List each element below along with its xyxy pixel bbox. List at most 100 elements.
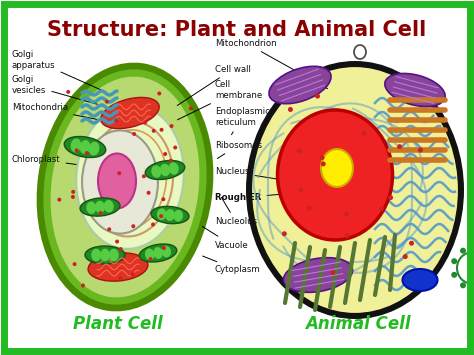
- Ellipse shape: [298, 187, 303, 192]
- Ellipse shape: [146, 191, 151, 195]
- Ellipse shape: [402, 269, 438, 291]
- Ellipse shape: [288, 107, 293, 112]
- Ellipse shape: [163, 152, 167, 156]
- Ellipse shape: [403, 254, 408, 259]
- Ellipse shape: [321, 149, 353, 187]
- Ellipse shape: [170, 124, 173, 128]
- Ellipse shape: [107, 227, 111, 231]
- Ellipse shape: [71, 190, 75, 194]
- Text: Mitochondrion: Mitochondrion: [215, 38, 328, 89]
- Ellipse shape: [157, 208, 166, 220]
- Ellipse shape: [362, 131, 366, 136]
- Ellipse shape: [80, 198, 120, 216]
- Ellipse shape: [71, 138, 81, 152]
- Ellipse shape: [451, 272, 457, 278]
- Ellipse shape: [319, 155, 325, 160]
- Ellipse shape: [131, 272, 135, 276]
- Ellipse shape: [80, 140, 91, 154]
- Ellipse shape: [119, 247, 123, 251]
- Ellipse shape: [66, 90, 70, 94]
- Ellipse shape: [345, 233, 349, 238]
- Ellipse shape: [148, 257, 153, 261]
- Ellipse shape: [344, 211, 349, 216]
- Ellipse shape: [36, 62, 213, 311]
- Ellipse shape: [142, 174, 146, 178]
- Ellipse shape: [143, 120, 147, 125]
- Ellipse shape: [451, 258, 457, 264]
- Ellipse shape: [109, 249, 119, 261]
- Ellipse shape: [315, 94, 320, 99]
- Text: Rough ER: Rough ER: [215, 193, 292, 202]
- Text: Chloroplast: Chloroplast: [12, 154, 77, 165]
- Ellipse shape: [283, 258, 353, 293]
- Ellipse shape: [51, 77, 200, 297]
- Ellipse shape: [250, 65, 460, 315]
- Text: Plant Cell: Plant Cell: [73, 315, 163, 333]
- Ellipse shape: [89, 142, 100, 155]
- Text: Golgi
vesicles: Golgi vesicles: [12, 75, 97, 104]
- Ellipse shape: [73, 262, 77, 266]
- Ellipse shape: [64, 137, 106, 158]
- Ellipse shape: [85, 151, 89, 155]
- Ellipse shape: [42, 67, 209, 306]
- Ellipse shape: [157, 92, 161, 95]
- Ellipse shape: [117, 171, 121, 175]
- Ellipse shape: [132, 132, 136, 136]
- Ellipse shape: [162, 246, 171, 257]
- Ellipse shape: [71, 195, 75, 199]
- Text: Vacuole: Vacuole: [202, 226, 249, 250]
- Ellipse shape: [81, 284, 85, 288]
- Ellipse shape: [169, 162, 179, 175]
- Text: Mitochondria: Mitochondria: [12, 104, 97, 119]
- Ellipse shape: [82, 130, 158, 234]
- Ellipse shape: [161, 197, 165, 201]
- Text: Ribosomes: Ribosomes: [215, 141, 262, 159]
- Ellipse shape: [118, 276, 122, 280]
- Ellipse shape: [115, 240, 119, 244]
- Ellipse shape: [85, 246, 125, 264]
- Text: Endoplasmic
reticulum: Endoplasmic reticulum: [215, 107, 270, 135]
- Ellipse shape: [101, 97, 159, 129]
- Ellipse shape: [91, 249, 101, 261]
- Ellipse shape: [460, 282, 466, 288]
- Ellipse shape: [379, 206, 384, 211]
- Ellipse shape: [162, 246, 166, 250]
- Ellipse shape: [139, 244, 177, 262]
- Ellipse shape: [100, 249, 110, 261]
- Ellipse shape: [57, 198, 61, 202]
- Ellipse shape: [418, 148, 423, 153]
- Ellipse shape: [131, 224, 135, 228]
- Text: Structure: Plant and Animal Cell: Structure: Plant and Animal Cell: [47, 20, 427, 40]
- Text: Cell wall: Cell wall: [177, 65, 251, 105]
- Ellipse shape: [397, 144, 402, 149]
- Ellipse shape: [277, 110, 392, 240]
- Ellipse shape: [160, 128, 164, 132]
- Text: Cytoplasm: Cytoplasm: [202, 256, 261, 274]
- Ellipse shape: [104, 200, 114, 213]
- Ellipse shape: [189, 106, 193, 110]
- Ellipse shape: [74, 148, 79, 152]
- Ellipse shape: [173, 146, 177, 149]
- Text: Nucleus: Nucleus: [215, 168, 287, 181]
- Ellipse shape: [388, 195, 393, 200]
- Ellipse shape: [145, 160, 185, 180]
- Ellipse shape: [173, 210, 183, 222]
- Ellipse shape: [88, 253, 148, 281]
- Ellipse shape: [385, 73, 445, 106]
- Ellipse shape: [460, 248, 466, 254]
- Ellipse shape: [409, 241, 414, 246]
- Text: Animal Cell: Animal Cell: [305, 315, 411, 333]
- Ellipse shape: [153, 247, 163, 259]
- Ellipse shape: [160, 164, 170, 176]
- Ellipse shape: [151, 223, 155, 226]
- Ellipse shape: [151, 165, 161, 178]
- Ellipse shape: [145, 248, 155, 260]
- Ellipse shape: [165, 209, 175, 221]
- Ellipse shape: [321, 162, 326, 166]
- Ellipse shape: [269, 66, 331, 104]
- Text: Nucleolus: Nucleolus: [215, 197, 257, 226]
- Ellipse shape: [152, 129, 156, 133]
- Ellipse shape: [98, 153, 136, 208]
- Ellipse shape: [246, 61, 464, 319]
- Ellipse shape: [86, 202, 96, 214]
